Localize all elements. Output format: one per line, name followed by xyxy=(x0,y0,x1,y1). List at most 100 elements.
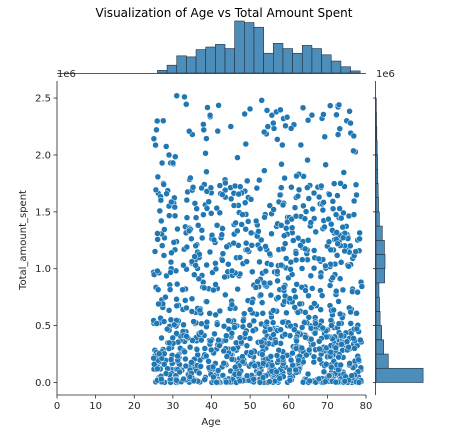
scatter-point xyxy=(257,291,265,299)
age-histogram-bar xyxy=(157,70,168,74)
spent-histogram-bar xyxy=(375,268,385,284)
scatter-point xyxy=(291,326,298,333)
scatter-point xyxy=(162,293,169,301)
scatter-point xyxy=(236,183,244,190)
scatter-point xyxy=(305,292,312,300)
scatter-point xyxy=(173,92,180,100)
scatter-point xyxy=(190,377,198,385)
scatter-point xyxy=(248,349,255,356)
scatter-point xyxy=(197,329,205,336)
scatter-point xyxy=(254,278,261,285)
scatter-point xyxy=(266,326,274,333)
scatter-point xyxy=(160,252,168,259)
scatter-point xyxy=(290,237,297,244)
scatter-point xyxy=(294,309,302,316)
scatter-point xyxy=(215,102,222,109)
scatter-point xyxy=(299,104,307,112)
scatter-point xyxy=(171,212,179,220)
scatter-point xyxy=(277,184,285,191)
scatter-point xyxy=(282,255,290,262)
scatter-point xyxy=(231,324,238,331)
scatter-point xyxy=(207,210,215,217)
spent-histogram-bar xyxy=(375,325,382,341)
scatter-point xyxy=(352,181,360,189)
scatter-point xyxy=(267,261,275,268)
age-histogram-bar xyxy=(301,45,313,74)
scatter-point xyxy=(243,177,251,185)
scatter-point xyxy=(158,375,165,383)
scatter-point xyxy=(190,318,197,325)
scatter-point xyxy=(167,356,175,363)
scatter-point xyxy=(158,242,166,249)
scatter-point xyxy=(307,335,315,343)
scatter-point xyxy=(268,362,276,369)
scatter-point xyxy=(216,307,224,315)
scatter-point xyxy=(291,204,299,211)
scatter-point xyxy=(347,320,355,327)
scatter-point xyxy=(155,300,162,308)
scatter-point xyxy=(153,117,161,125)
scatter-point xyxy=(329,274,337,281)
chart-title: Visualization of Age vs Total Amount Spe… xyxy=(96,6,353,20)
scatter-point xyxy=(270,206,277,213)
scatter-point xyxy=(310,264,318,272)
scatter-point xyxy=(250,317,258,325)
scatter-point xyxy=(302,208,310,215)
scatter-point xyxy=(278,160,285,168)
scatter-point xyxy=(358,283,366,290)
scatter-point xyxy=(355,356,362,363)
scatter-point xyxy=(268,230,275,238)
scatter-point xyxy=(280,232,288,239)
scatter-point xyxy=(292,366,299,374)
scatter-point xyxy=(350,211,358,218)
scatter-point xyxy=(274,268,281,275)
scatter-point xyxy=(297,141,305,149)
scatter-point xyxy=(294,192,302,200)
scatter-point xyxy=(330,306,337,314)
scatter-point xyxy=(154,267,161,275)
scatter-point xyxy=(158,334,165,342)
scatter-point xyxy=(345,263,352,270)
scatter-point xyxy=(263,107,271,114)
age-histogram-bar xyxy=(330,60,342,74)
scatter-point xyxy=(322,262,329,270)
scatter-point xyxy=(219,225,226,232)
scatter-point xyxy=(347,242,354,250)
scatter-point xyxy=(206,248,214,256)
scatter-point xyxy=(287,258,295,266)
scatter-point xyxy=(304,156,311,164)
scatter-point xyxy=(222,378,230,386)
scatter-point xyxy=(305,195,313,202)
scatter-point xyxy=(151,248,159,255)
spent-histogram-bar xyxy=(375,367,424,383)
scatter-point xyxy=(200,284,208,292)
scatter-point xyxy=(160,117,167,125)
scatter-point xyxy=(232,363,239,371)
scatter-point xyxy=(174,225,181,233)
scatter-point xyxy=(207,184,215,192)
scatter-point xyxy=(283,309,290,317)
scatter-point xyxy=(246,322,253,329)
scatter-point xyxy=(200,211,207,218)
scatter-point xyxy=(279,318,286,326)
scatter-point xyxy=(180,375,187,383)
scatter-point xyxy=(312,320,319,327)
scatter-point xyxy=(181,348,188,356)
scatter-point xyxy=(270,119,277,127)
scatter-point xyxy=(188,235,195,243)
scatter-point xyxy=(275,294,282,301)
scatter-point xyxy=(332,211,340,218)
scatter-point xyxy=(308,111,316,119)
scatter-point xyxy=(325,372,333,380)
scatter-point xyxy=(189,184,197,191)
scatter-point xyxy=(252,284,260,291)
scatter-point xyxy=(353,191,360,199)
scatter-point xyxy=(203,298,211,305)
scatter-point xyxy=(191,253,198,260)
scatter-point xyxy=(241,310,248,317)
scatter-point xyxy=(211,330,218,338)
scatter-point xyxy=(354,288,361,296)
scatter-point xyxy=(173,302,180,310)
scatter-point xyxy=(337,332,345,339)
